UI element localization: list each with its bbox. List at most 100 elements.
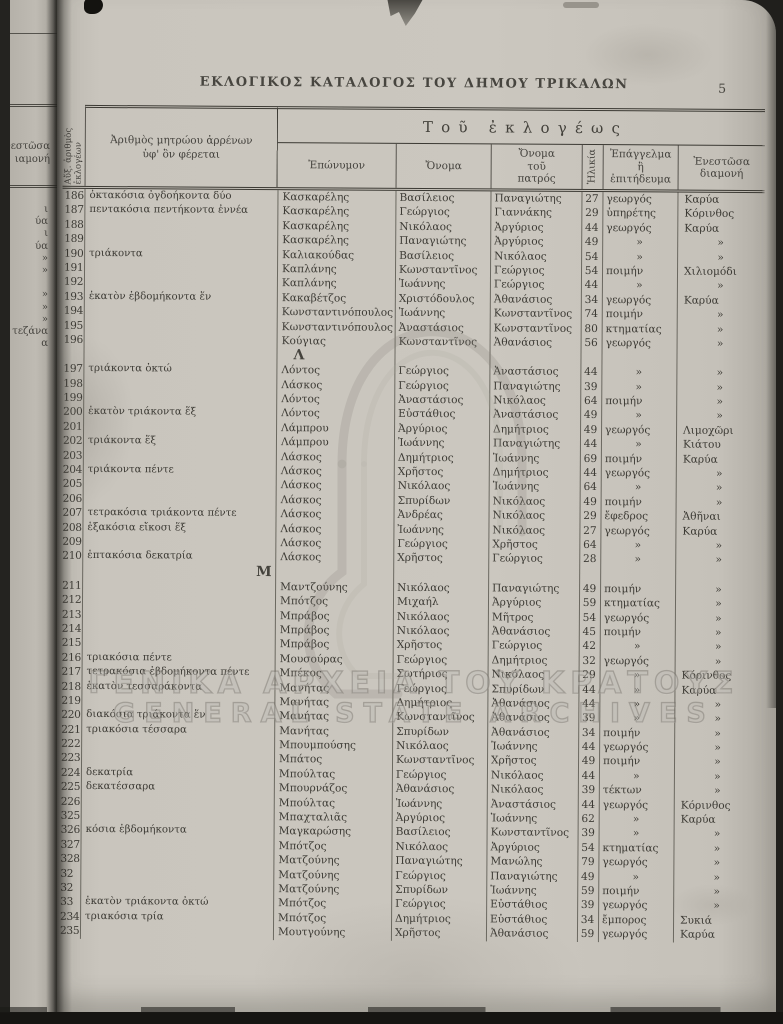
cell-res: Κόρινθος [684, 207, 735, 221]
cell-reg: διακόσια τριάκοντα ἕν [86, 709, 206, 721]
cell-reg [82, 535, 275, 551]
cell-age: 39 [584, 380, 598, 393]
cell-res: » [714, 641, 722, 654]
cell-reg [81, 694, 274, 710]
cell-fat: Κωνσταντῖνος [493, 321, 573, 335]
cell-reg: δεκατέσσαρα [85, 781, 156, 793]
cell-occ: » [635, 380, 643, 394]
cell-sur: Λάσκος [280, 537, 322, 550]
cell-reg: τριάκοντα [89, 247, 143, 259]
cell-sur: Μανήτας [279, 696, 330, 709]
cell-nam: Νικόλαος [396, 739, 449, 753]
page-gutter-shadow [46, 0, 72, 1012]
cell-nam: Γεώργιος [398, 379, 449, 392]
cell-res: » [715, 597, 722, 610]
cell-age: 44 [583, 438, 598, 451]
cell-occ: γεωργός [604, 467, 651, 480]
cell-sur: Μπαχταλιᾶς [278, 811, 348, 824]
header-group-elector: Τοῦ ἐκλογέως [277, 109, 765, 147]
cell-age: 49 [582, 582, 597, 595]
cell-reg [82, 607, 275, 623]
cell-occ: » [633, 698, 641, 711]
cell-reg [83, 420, 276, 436]
cell-occ: γεωργός [603, 654, 650, 668]
cell-sur: Ματζούνης [278, 883, 340, 896]
page-number: 5 [718, 80, 727, 96]
cell-occ: ὑπηρέτης [606, 207, 657, 220]
cell-occ: γεωργός [605, 423, 651, 437]
cell-sur: Καπλάνης [281, 263, 337, 276]
cell-res: Ἀθῆναι [682, 510, 721, 524]
cell-reg [80, 924, 273, 940]
cell-reg: ἑκατὸν ἑβδομήκοντα ἕν [88, 290, 212, 303]
cell-occ: » [636, 279, 643, 292]
cell-fat: Ἀθανάσιος [493, 293, 553, 306]
cell-reg [83, 391, 276, 407]
cell-reg: τετρακόσια τριάκοντα πέντε [87, 507, 237, 520]
cell-nam: Γεώργιος [395, 869, 446, 882]
cell-nam: Ἀργύριος [398, 422, 448, 436]
cell-reg [84, 261, 277, 277]
cell-occ: » [632, 870, 640, 883]
cell-age: 29 [583, 510, 597, 523]
cell-nam: Χρῆστος [396, 639, 443, 652]
cell-reg [83, 449, 276, 465]
cell-age: 79 [581, 856, 595, 869]
cell-fat: Νικόλαος [490, 769, 544, 782]
cell-fat: Νικόλαος [492, 524, 546, 537]
cell-occ: κτηματίας [605, 322, 662, 335]
cell-sur: Μουσούρας [279, 652, 343, 666]
cell-sur: Μπουρνάζος [278, 782, 348, 795]
cell-nam: Νικόλαος [396, 624, 450, 638]
cell-nam: Παναγιώτης [399, 235, 467, 248]
cell-res: Καρύα [682, 453, 718, 466]
cell-fat: Γεώργιος [493, 264, 545, 277]
cell-fat: Γιαννάκης [494, 206, 553, 220]
cell-sur: Κασκαρέλης [282, 219, 350, 233]
cell-reg: κόσια ἑβδομήκοντα [85, 824, 187, 836]
cell-reg: πεντακόσια πεντήκοντα ἐννέα [89, 204, 249, 217]
cell-age: 49 [584, 236, 599, 249]
cell-reg: τριακόσια τέσσαρα [86, 723, 187, 736]
cell-nam: Γεώργιος [399, 206, 450, 219]
cell-age: 44 [581, 798, 596, 811]
cell-age: 56 [584, 336, 598, 349]
cell-occ: γεωργός [601, 928, 648, 941]
cell-age: 39 [582, 712, 596, 725]
cell-age: 29 [582, 669, 596, 682]
section-letter: Μ [256, 563, 272, 580]
cell-occ: » [633, 770, 640, 783]
cell-fat: Παναγιώτης [492, 582, 560, 595]
cell-res: Κόρινθος [680, 799, 731, 812]
cell-age: 34 [580, 913, 595, 926]
cell-sur: Λάσκος [280, 450, 322, 464]
cell-occ: » [636, 236, 643, 249]
cell-sur: Μπότζος [279, 595, 329, 608]
cell-reg [84, 275, 277, 291]
cell-age: 27 [583, 524, 597, 537]
header-registry-number: Ἀριθμὸς μητρώου ἀρρένων ὑφ' ὃν φέρεται [84, 104, 279, 188]
cell-sur: Καπλάνης [281, 277, 337, 290]
cell-reg: ἑκατὸν τριάκοντα ἕξ [88, 406, 197, 419]
cell-sur: Κωνσταντινόπουλος [281, 320, 394, 334]
cell-fat: Ἀναστάσιος [493, 408, 559, 422]
cell-sur: Λάσκος [280, 465, 322, 478]
cell-age: 54 [581, 841, 595, 854]
cell-fat: Ἰωάννης [490, 812, 538, 825]
cell-reg [80, 838, 273, 854]
cell-fat: Νικόλαος [490, 783, 544, 796]
cell-res: » [716, 337, 724, 350]
cell-reg: τετρακόσια ἑβδομήκοντα πέντε [86, 666, 250, 679]
cell-nam: Χριστόδουλος [398, 292, 475, 306]
cell-nam: Γεώργιος [395, 768, 447, 781]
cell-nam: Ἀνδρέας [397, 509, 443, 522]
cell-fat: Κωνσταντῖνος [493, 307, 573, 321]
cell-fat: Ἀθανάσιος [489, 927, 549, 940]
cell-age: 49 [583, 409, 598, 422]
cell-res: » [713, 856, 721, 870]
cell-fat: Δημήτριος [492, 466, 549, 479]
prev-page-rule [10, 104, 57, 107]
cell-fat: Χρῆστος [490, 754, 537, 768]
cell-sur: Κασκαρέλης [282, 205, 350, 218]
table-row: 235ΜουτγούνηςΧρῆστοςἈθανάσιος59γεωργόςΚα… [58, 924, 760, 943]
